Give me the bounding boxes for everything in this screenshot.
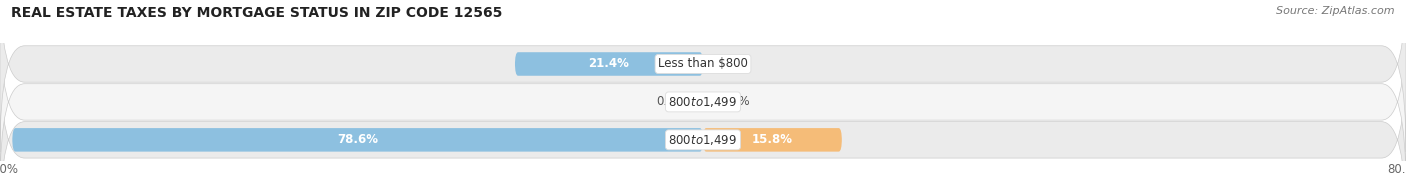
FancyBboxPatch shape (0, 52, 1406, 196)
Text: REAL ESTATE TAXES BY MORTGAGE STATUS IN ZIP CODE 12565: REAL ESTATE TAXES BY MORTGAGE STATUS IN … (11, 6, 502, 20)
FancyBboxPatch shape (0, 14, 1406, 190)
Text: 15.8%: 15.8% (752, 133, 793, 146)
FancyBboxPatch shape (515, 52, 703, 76)
Text: 0.0%: 0.0% (721, 57, 751, 71)
Text: 0.0%: 0.0% (721, 95, 751, 108)
Text: 21.4%: 21.4% (589, 57, 630, 71)
FancyBboxPatch shape (703, 128, 842, 152)
FancyBboxPatch shape (0, 0, 1406, 152)
Text: 78.6%: 78.6% (337, 133, 378, 146)
Text: $800 to $1,499: $800 to $1,499 (668, 133, 738, 147)
Text: $800 to $1,499: $800 to $1,499 (668, 95, 738, 109)
Text: 0.0%: 0.0% (655, 95, 686, 108)
Text: Less than $800: Less than $800 (658, 57, 748, 71)
Text: Source: ZipAtlas.com: Source: ZipAtlas.com (1277, 6, 1395, 16)
FancyBboxPatch shape (13, 128, 703, 152)
